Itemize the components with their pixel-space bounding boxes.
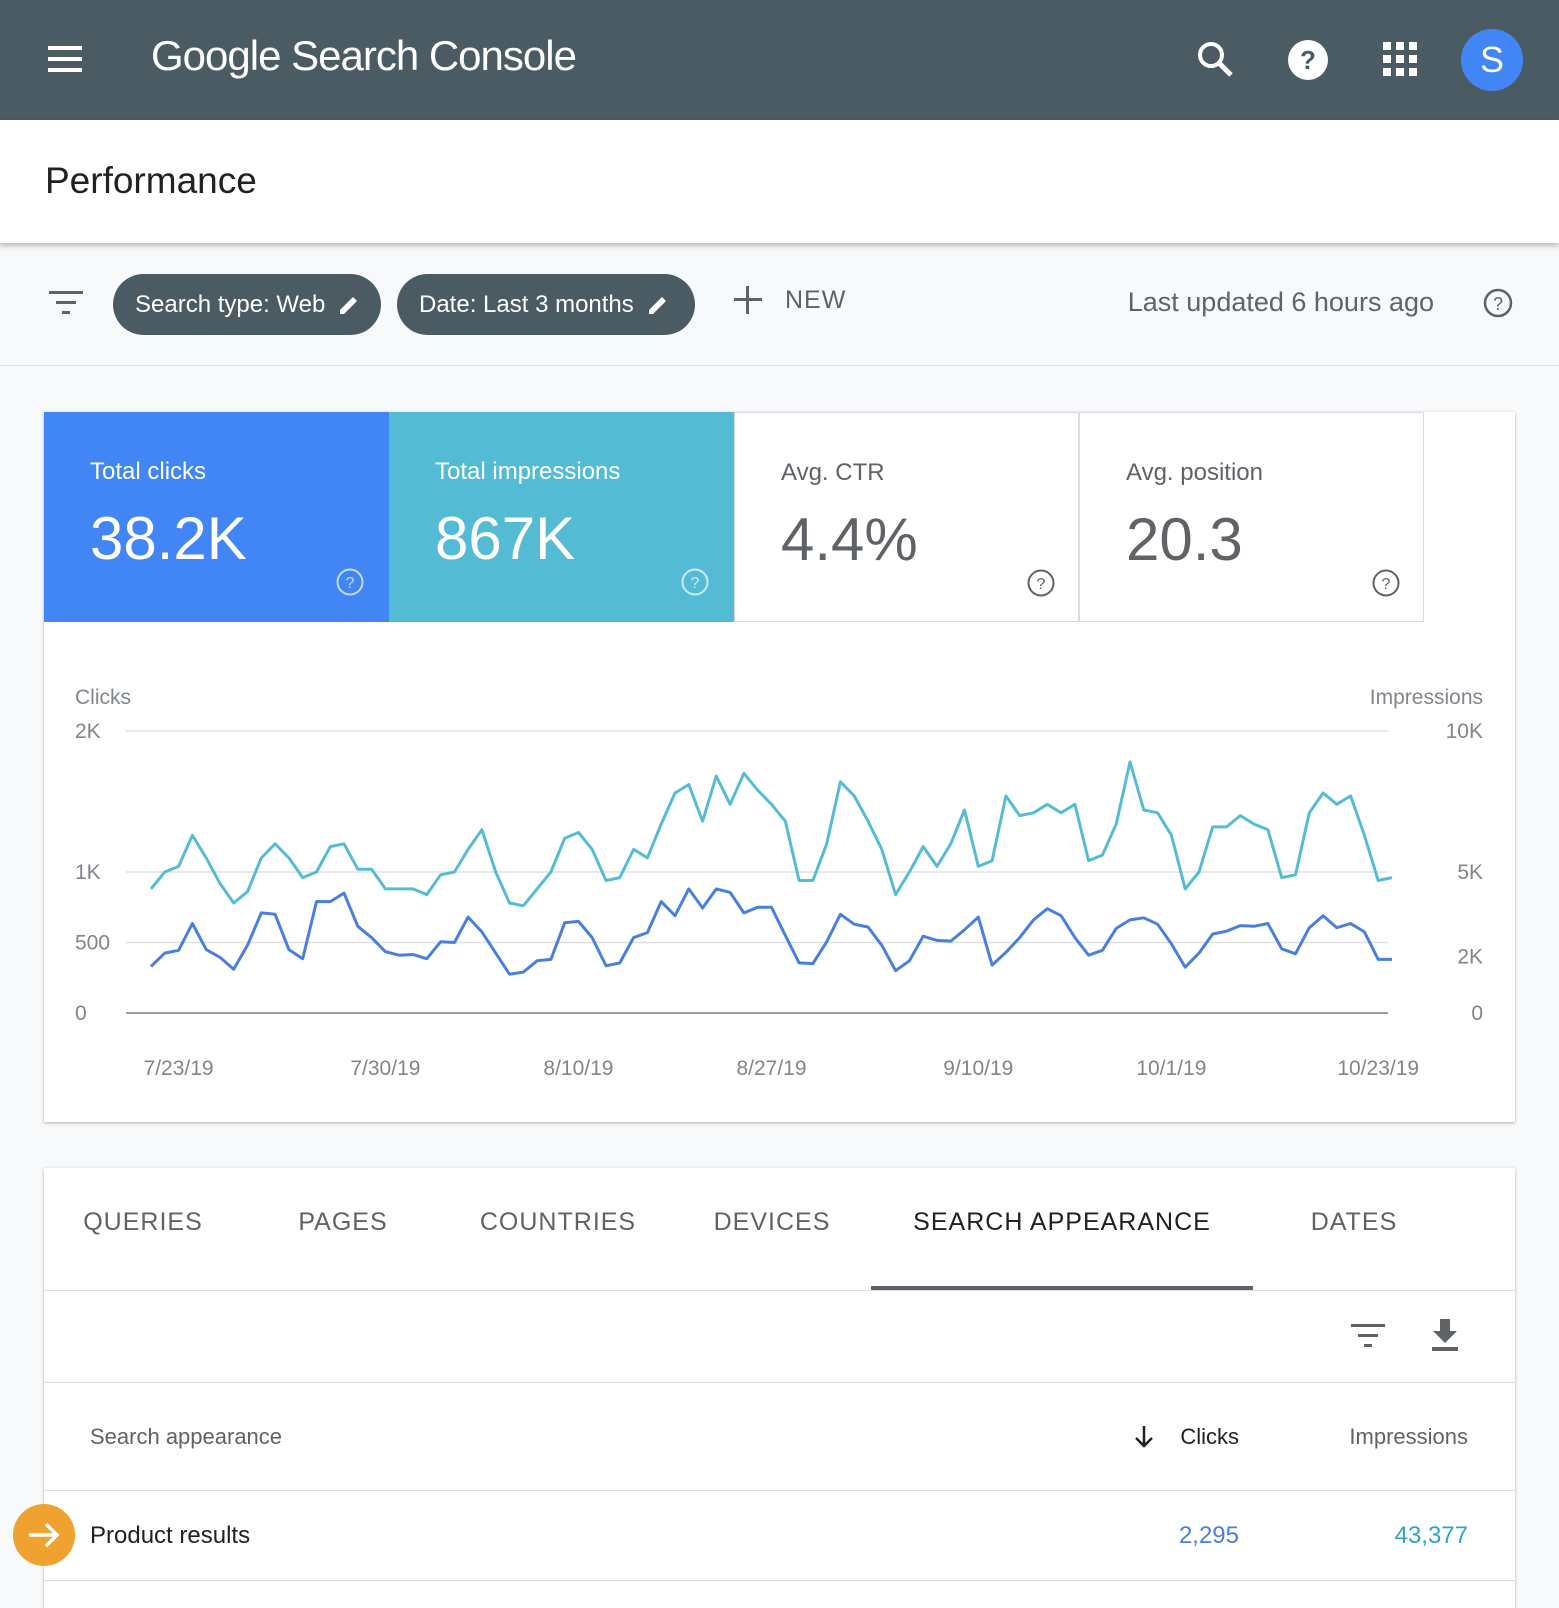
last-updated: Last updated 6 hours ago bbox=[1127, 287, 1434, 317]
tab[interactable]: QUERIES bbox=[83, 1208, 203, 1236]
column-header[interactable]: Impressions bbox=[1349, 1424, 1468, 1449]
cell: 2,295 bbox=[1178, 1522, 1239, 1549]
cell: 43,377 bbox=[1394, 1522, 1468, 1549]
column-header[interactable]: Search appearance bbox=[90, 1424, 283, 1449]
y-tick-label: 2K bbox=[75, 720, 101, 743]
apps-button[interactable] bbox=[1382, 41, 1418, 77]
svg-text:?: ? bbox=[1300, 45, 1316, 75]
metric-value: 38.2K bbox=[90, 505, 247, 572]
metric-card[interactable]: Total clicks 38.2K? bbox=[44, 412, 389, 622]
y-tick-label: 1K bbox=[75, 861, 101, 884]
sort-arrow bbox=[1135, 1426, 1153, 1448]
help-icon[interactable]: ? bbox=[680, 567, 710, 597]
metric-label: Avg. position bbox=[1126, 459, 1263, 486]
tab[interactable]: PAGES bbox=[298, 1208, 388, 1236]
x-tick-label: 9/10/19 bbox=[943, 1057, 1013, 1080]
table-row[interactable]: Product results 2,295 43,377 bbox=[44, 1490, 1515, 1581]
new-filter-button[interactable]: NEW bbox=[733, 285, 846, 315]
y2-tick-label: 10K bbox=[1446, 720, 1483, 743]
chart: Clicks Impressions 0 500 1K 2K 0 2K 5K 10K 7/23/19… bbox=[75, 686, 1483, 1080]
x-tick-label: 8/27/19 bbox=[736, 1057, 806, 1080]
pointer-badge bbox=[13, 1504, 75, 1566]
chip-label: Date: Last 3 months bbox=[419, 290, 634, 318]
svg-text:?: ? bbox=[691, 575, 700, 592]
table-header: Search appearance Clicks Impressions bbox=[44, 1382, 1515, 1491]
tab[interactable]: SEARCH APPEARANCE bbox=[913, 1208, 1211, 1236]
y2-tick-label: 5K bbox=[1457, 861, 1483, 884]
cell: Product results bbox=[90, 1522, 251, 1549]
y-axis-title: Clicks bbox=[75, 686, 131, 709]
tab[interactable]: DEVICES bbox=[713, 1208, 831, 1236]
help-button[interactable]: ? bbox=[1287, 39, 1329, 81]
svg-text:?: ? bbox=[346, 575, 355, 592]
filter-chip[interactable]: Search type: Web bbox=[113, 274, 381, 335]
svg-text:?: ? bbox=[1037, 576, 1046, 593]
logo[interactable]: Google Search Console bbox=[151, 32, 577, 79]
download-icon[interactable] bbox=[1429, 1318, 1461, 1352]
new-label: NEW bbox=[785, 285, 847, 314]
y2-tick-label: 2K bbox=[1457, 946, 1483, 969]
column-header[interactable]: Clicks bbox=[1180, 1424, 1239, 1449]
metric-label: Avg. CTR bbox=[781, 459, 885, 486]
metric-label: Total impressions bbox=[435, 458, 621, 485]
metric-card[interactable]: Avg. position 20.3? bbox=[1079, 412, 1424, 622]
y2-axis-title: Impressions bbox=[1370, 686, 1483, 709]
svg-text:?: ? bbox=[1493, 294, 1503, 314]
table-toolbar bbox=[44, 1290, 1515, 1383]
table-card: QUERIES PAGES COUNTRIES DEVICES SEARCH A… bbox=[44, 1168, 1515, 1608]
help-icon[interactable]: ? bbox=[1482, 287, 1514, 319]
x-tick-label: 8/10/19 bbox=[543, 1057, 613, 1080]
metric-card[interactable]: Total impressions 867K? bbox=[389, 412, 734, 622]
metric-card[interactable]: Avg. CTR 4.4%? bbox=[734, 412, 1079, 622]
help-icon[interactable]: ? bbox=[335, 567, 365, 597]
filter-icon[interactable] bbox=[49, 289, 85, 317]
tab[interactable]: DATES bbox=[1310, 1208, 1398, 1236]
plus-icon bbox=[734, 286, 762, 314]
svg-text:?: ? bbox=[1382, 576, 1391, 593]
app-header: Google Search Console ? S bbox=[0, 0, 1559, 120]
active-tab-indicator bbox=[871, 1286, 1253, 1290]
edit-icon bbox=[648, 296, 666, 314]
title-bar: Performance bbox=[0, 120, 1559, 243]
help-icon[interactable]: ? bbox=[1026, 568, 1056, 598]
y-tick-label: 0 bbox=[75, 1002, 87, 1025]
chip-label: Search type: Web bbox=[135, 290, 326, 318]
metric-value: 20.3 bbox=[1126, 506, 1243, 573]
x-tick-label: 7/23/19 bbox=[144, 1057, 214, 1080]
tab-bar: QUERIES PAGES COUNTRIES DEVICES SEARCH A… bbox=[44, 1168, 1515, 1291]
metric-label: Total clicks bbox=[90, 458, 207, 485]
menu-button[interactable] bbox=[46, 40, 86, 80]
search-button[interactable] bbox=[1195, 39, 1237, 81]
x-tick-label: 7/30/19 bbox=[350, 1057, 420, 1080]
edit-icon bbox=[340, 296, 358, 314]
x-tick-label: 10/23/19 bbox=[1337, 1057, 1419, 1080]
metric-value: 4.4% bbox=[781, 506, 918, 573]
page-title: Performance bbox=[45, 160, 257, 201]
tab[interactable]: COUNTRIES bbox=[479, 1208, 637, 1236]
data-line bbox=[149, 760, 1393, 908]
x-tick-label: 10/1/19 bbox=[1136, 1057, 1206, 1080]
avatar[interactable]: S bbox=[1461, 29, 1523, 91]
data-line bbox=[149, 887, 1392, 976]
filter-chip[interactable]: Date: Last 3 months bbox=[397, 274, 695, 335]
y2-tick-label: 0 bbox=[1471, 1002, 1483, 1025]
table-filter-icon[interactable] bbox=[1351, 1322, 1387, 1350]
performance-card: Total clicks 38.2K? Total impressions 867K?… bbox=[44, 412, 1515, 1122]
help-icon[interactable]: ? bbox=[1371, 568, 1401, 598]
metric-value: 867K bbox=[435, 505, 576, 572]
y-tick-label: 500 bbox=[75, 932, 110, 955]
filter-bar: Search type: Web Date: Last 3 months NEW… bbox=[0, 243, 1559, 366]
